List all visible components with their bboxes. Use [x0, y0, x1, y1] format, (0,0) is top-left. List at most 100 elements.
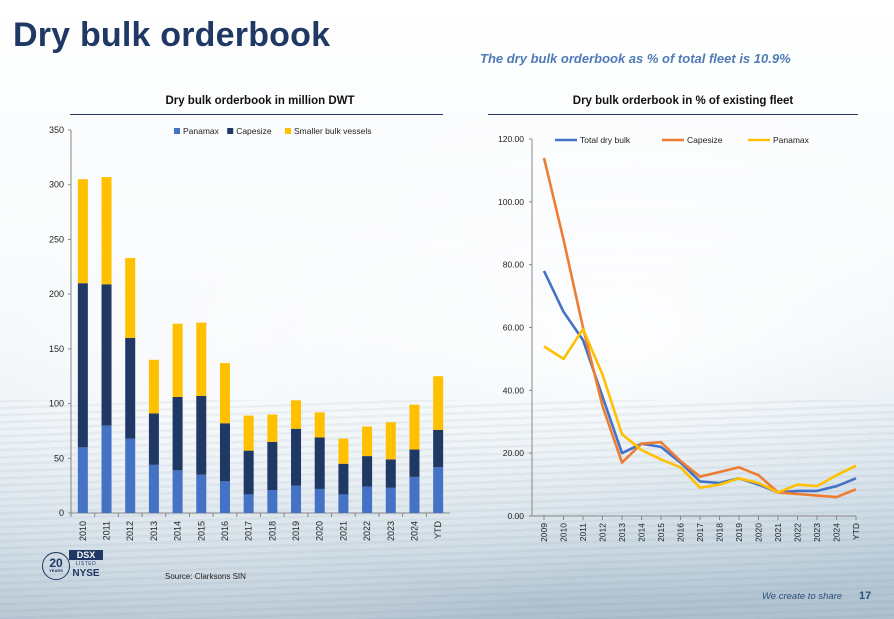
logo-listed: LISTED: [75, 561, 97, 567]
bar-x-tick-label: 2010: [78, 521, 88, 541]
line-series-panamax: [543, 327, 857, 494]
line-x-tick-label: 2019: [734, 523, 744, 542]
bar-y-tick-label: 250: [49, 234, 64, 244]
bar-legend-swatch: [227, 128, 234, 134]
bar-segment-smaller-bulk-vessels: [148, 359, 159, 414]
line-x-tick-label: 2023: [812, 523, 822, 542]
bar-segment-smaller-bulk-vessels: [291, 400, 302, 429]
bar-y-tick-label: 350: [49, 125, 64, 135]
bar-segment-panamax: [291, 485, 302, 513]
line-x-tick-label: 2015: [656, 523, 666, 542]
line-x-tick-label: 2011: [578, 523, 588, 542]
anniversary-badge: 20 YEARS: [42, 552, 70, 580]
bar-segment-capesize: [409, 449, 420, 477]
bar-segment-capesize: [219, 423, 230, 482]
bar-x-tick-label: YTD: [433, 520, 443, 539]
line-x-tick-label: 2020: [754, 523, 764, 542]
line-y-tick-label: 120.00: [498, 134, 524, 144]
bar-legend-label: Capesize: [236, 126, 272, 136]
line-x-tick-label: 2010: [559, 523, 569, 542]
line-x-tick-label: 2018: [715, 523, 725, 542]
bar-segment-capesize: [101, 284, 112, 426]
bar-chart-title: Dry bulk orderbook in million DWT: [165, 95, 355, 107]
bar-segment-panamax: [101, 425, 112, 513]
bar-segment-panamax: [338, 494, 349, 513]
line-y-tick-label: 80.00: [503, 260, 525, 270]
bar-segment-capesize: [314, 437, 325, 489]
line-y-tick-label: 20.00: [503, 448, 525, 458]
bar-segment-capesize: [362, 456, 373, 487]
bar-x-tick-label: 2022: [362, 521, 372, 541]
bar-x-tick-label: 2015: [196, 521, 206, 541]
line-x-tick-label: 2017: [695, 523, 705, 542]
bar-segment-smaller-bulk-vessels: [219, 363, 230, 424]
bar-y-tick-label: 50: [54, 453, 64, 463]
bar-x-tick-label: 2013: [149, 521, 159, 541]
bar-y-tick-label: 300: [49, 180, 64, 190]
bar-x-tick-label: 2023: [386, 521, 396, 541]
bar-y-tick-label: 100: [49, 399, 64, 409]
page-title: Dry bulk orderbook: [13, 16, 331, 54]
line-legend-label: Capesize: [687, 135, 723, 145]
line-x-tick-label: 2014: [637, 523, 647, 542]
page-subtitle: The dry bulk orderbook as % of total fle…: [480, 51, 791, 66]
bar-segment-panamax: [362, 486, 373, 513]
line-x-tick-label: 2013: [617, 523, 627, 542]
line-x-tick-label: 2012: [598, 523, 608, 542]
bar-segment-capesize: [338, 463, 349, 495]
bar-segment-panamax: [148, 464, 159, 513]
line-series-total-dry-bulk: [542, 270, 857, 494]
bar-x-tick-label: 2011: [102, 521, 112, 540]
bar-segment-panamax: [77, 447, 88, 513]
bar-chart-title-rule: [70, 114, 443, 115]
bar-y-tick-label: 150: [49, 344, 64, 354]
bar-segment-capesize: [267, 441, 278, 491]
line-y-tick-label: 0.00: [507, 511, 524, 521]
bar-segment-smaller-bulk-vessels: [385, 422, 396, 460]
bar-segment-smaller-bulk-vessels: [125, 258, 136, 338]
bar-segment-smaller-bulk-vessels: [243, 415, 254, 451]
logo-dsx: DSX: [69, 550, 103, 560]
line-legend-label: Panamax: [773, 135, 810, 145]
source-note: Source: Clarksons SIN: [165, 572, 246, 581]
bar-segment-capesize: [433, 429, 444, 468]
line-legend-label: Total dry bulk: [580, 135, 631, 145]
bar-segment-capesize: [148, 413, 159, 465]
line-x-tick-label: 2009: [539, 523, 549, 542]
bar-x-tick-label: 2012: [125, 521, 135, 541]
bar-segment-panamax: [385, 487, 396, 513]
bar-legend-swatch: [174, 128, 180, 134]
bar-y-tick-label: 0: [59, 508, 64, 518]
bar-x-tick-label: 2018: [267, 521, 277, 541]
bar-segment-smaller-bulk-vessels: [409, 404, 420, 450]
bar-segment-panamax: [409, 476, 420, 513]
bar-segment-smaller-bulk-vessels: [362, 426, 373, 457]
line-chart-title-rule: [488, 114, 858, 115]
anniversary-number: 20: [49, 556, 63, 570]
line-x-tick-label: 2021: [773, 523, 783, 542]
bar-segment-smaller-bulk-vessels: [101, 177, 112, 285]
bar-segment-panamax: [219, 481, 230, 513]
bar-segment-panamax: [172, 470, 183, 513]
bar-segment-capesize: [125, 337, 136, 439]
bar-segment-panamax: [267, 490, 278, 513]
bar-y-tick-label: 200: [49, 289, 64, 299]
line-chart-title: Dry bulk orderbook in % of existing flee…: [572, 95, 794, 107]
line-y-tick-label: 40.00: [503, 385, 525, 395]
bar-segment-smaller-bulk-vessels: [172, 323, 183, 398]
bar-x-tick-label: 2020: [315, 521, 325, 541]
bar-segment-capesize: [196, 395, 207, 475]
bar-x-tick-label: 2021: [338, 521, 348, 541]
bar-legend-swatch: [285, 128, 291, 134]
bar-segment-capesize: [172, 397, 183, 471]
bar-segment-panamax: [314, 488, 325, 513]
bar-segment-capesize: [385, 459, 396, 488]
line-x-tick-label: 2016: [676, 523, 686, 542]
line-y-tick-label: 100.00: [498, 197, 524, 207]
bar-x-tick-label: 2019: [291, 521, 301, 541]
line-x-tick-label: 2022: [793, 523, 803, 542]
page-number: 17: [859, 590, 872, 602]
bar-segment-capesize: [291, 428, 302, 486]
bar-segment-capesize: [77, 283, 88, 448]
